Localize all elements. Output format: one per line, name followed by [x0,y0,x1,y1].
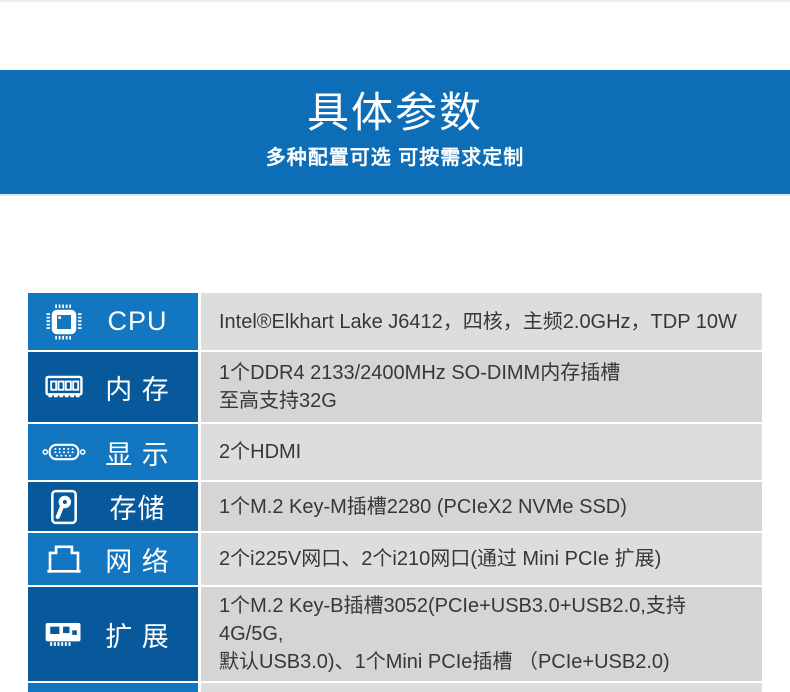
row-label: 网 络 [105,546,170,577]
cpu-icon [41,299,87,345]
row-label: 显 示 [105,439,170,470]
row-value-cell: 1个M.2 Key-M插槽2280 (PCIeX2 NVMe SSD) [201,482,762,531]
table-row: CPU Intel®Elkhart Lake J6412，四核，主频2.0GHz… [28,293,762,350]
page-subtitle: 多种配置可选 可按需求定制 [265,147,525,169]
row-label: 扩 展 [105,621,170,652]
row-value-cell [201,683,762,692]
top-divider [0,0,790,2]
no-icon [41,670,87,692]
row-header-cell: 网 络 [28,533,198,585]
row-header-cell: 扩 展 [28,587,198,681]
row-label: 存储 [109,494,166,524]
header-bottom-divider [0,194,790,196]
row-value-cell: 2个HDMI [201,424,762,480]
table-row: 存储 1个M.2 Key-M插槽2280 (PCIeX2 NVMe SSD) [28,482,762,531]
row-value-text: 2个HDMI [219,441,302,463]
row-header-cell: 存储 [28,482,198,531]
header-band: 具体参数 多种配置可选 可按需求定制 [0,70,790,194]
table-row: 网 络 2个i225V网口、2个i210网口(通过 Mini PCIe 扩展) [28,533,762,585]
row-value-cell: 1个M.2 Key-B插槽3052(PCIe+USB3.0+USB2.0,支持4… [201,587,762,681]
row-header-cell: CPU [28,293,198,350]
display-icon [41,429,87,475]
network-icon [41,536,87,582]
row-label: 内 存 [105,374,170,405]
table-row: 内 存 1个DDR4 2133/2400MHz SO-DIMM内存插槽 至高支持… [28,352,762,422]
row-value-text: 2个i225V网口、2个i210网口(通过 Mini PCIe 扩展) [219,548,662,570]
row-header-cell [28,683,198,692]
row-value-text: Intel®Elkhart Lake J6412，四核，主频2.0GHz，TDP… [219,310,737,333]
ram-icon [41,364,87,410]
spec-table: CPU Intel®Elkhart Lake J6412，四核，主频2.0GHz… [28,293,762,692]
row-value-text: 1个DDR4 2133/2400MHz SO-DIMM内存插槽 至高支持32G [219,362,621,412]
row-value-text: 1个M.2 Key-B插槽3052(PCIe+USB3.0+USB2.0,支持4… [219,595,686,673]
table-row: 显 示 2个HDMI [28,424,762,480]
table-row [28,683,762,692]
page-title: 具体参数 [306,89,483,136]
row-label: CPU [107,306,168,336]
row-header-cell: 显 示 [28,424,198,480]
row-value-cell: 1个DDR4 2133/2400MHz SO-DIMM内存插槽 至高支持32G [201,352,762,422]
row-value-cell: 2个i225V网口、2个i210网口(通过 Mini PCIe 扩展) [201,533,762,585]
row-value-cell: Intel®Elkhart Lake J6412，四核，主频2.0GHz，TDP… [201,293,762,350]
expansion-icon [41,611,87,657]
storage-icon [41,484,87,530]
row-header-cell: 内 存 [28,352,198,422]
table-row: 扩 展 1个M.2 Key-B插槽3052(PCIe+USB3.0+USB2.0… [28,587,762,681]
row-value-text: 1个M.2 Key-M插槽2280 (PCIeX2 NVMe SSD) [219,495,627,518]
